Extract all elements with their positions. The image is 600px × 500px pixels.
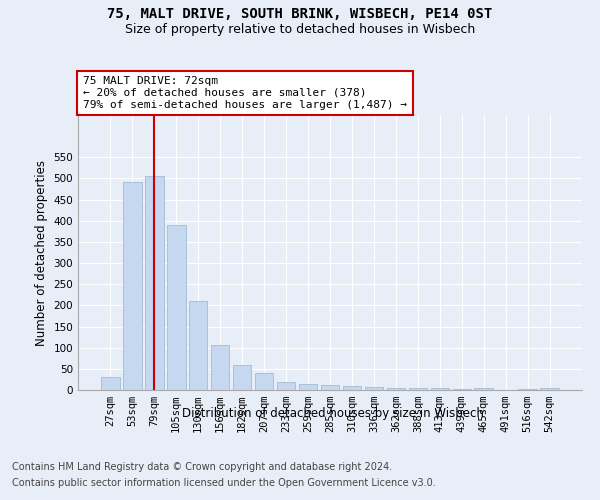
- Bar: [167, 225, 185, 390]
- Bar: [211, 344, 229, 390]
- Text: Contains HM Land Registry data © Crown copyright and database right 2024.: Contains HM Land Registry data © Crown c…: [12, 462, 392, 472]
- Bar: [233, 365, 251, 390]
- Bar: [255, 373, 274, 390]
- Bar: [475, 388, 493, 390]
- Bar: [386, 388, 405, 390]
- Bar: [320, 385, 340, 390]
- Bar: [452, 389, 471, 390]
- Bar: [365, 386, 383, 390]
- Bar: [101, 377, 119, 390]
- Bar: [541, 388, 559, 390]
- Bar: [277, 382, 295, 390]
- Text: 75 MALT DRIVE: 72sqm
← 20% of detached houses are smaller (378)
79% of semi-deta: 75 MALT DRIVE: 72sqm ← 20% of detached h…: [83, 76, 407, 110]
- Text: Size of property relative to detached houses in Wisbech: Size of property relative to detached ho…: [125, 22, 475, 36]
- Bar: [189, 301, 208, 390]
- Bar: [518, 389, 537, 390]
- Bar: [343, 386, 361, 390]
- Text: Contains public sector information licensed under the Open Government Licence v3: Contains public sector information licen…: [12, 478, 436, 488]
- Text: Distribution of detached houses by size in Wisbech: Distribution of detached houses by size …: [182, 408, 484, 420]
- Bar: [299, 384, 317, 390]
- Bar: [145, 176, 164, 390]
- Bar: [123, 182, 142, 390]
- Bar: [409, 388, 427, 390]
- Text: 75, MALT DRIVE, SOUTH BRINK, WISBECH, PE14 0ST: 75, MALT DRIVE, SOUTH BRINK, WISBECH, PE…: [107, 8, 493, 22]
- Bar: [431, 388, 449, 390]
- Y-axis label: Number of detached properties: Number of detached properties: [35, 160, 48, 346]
